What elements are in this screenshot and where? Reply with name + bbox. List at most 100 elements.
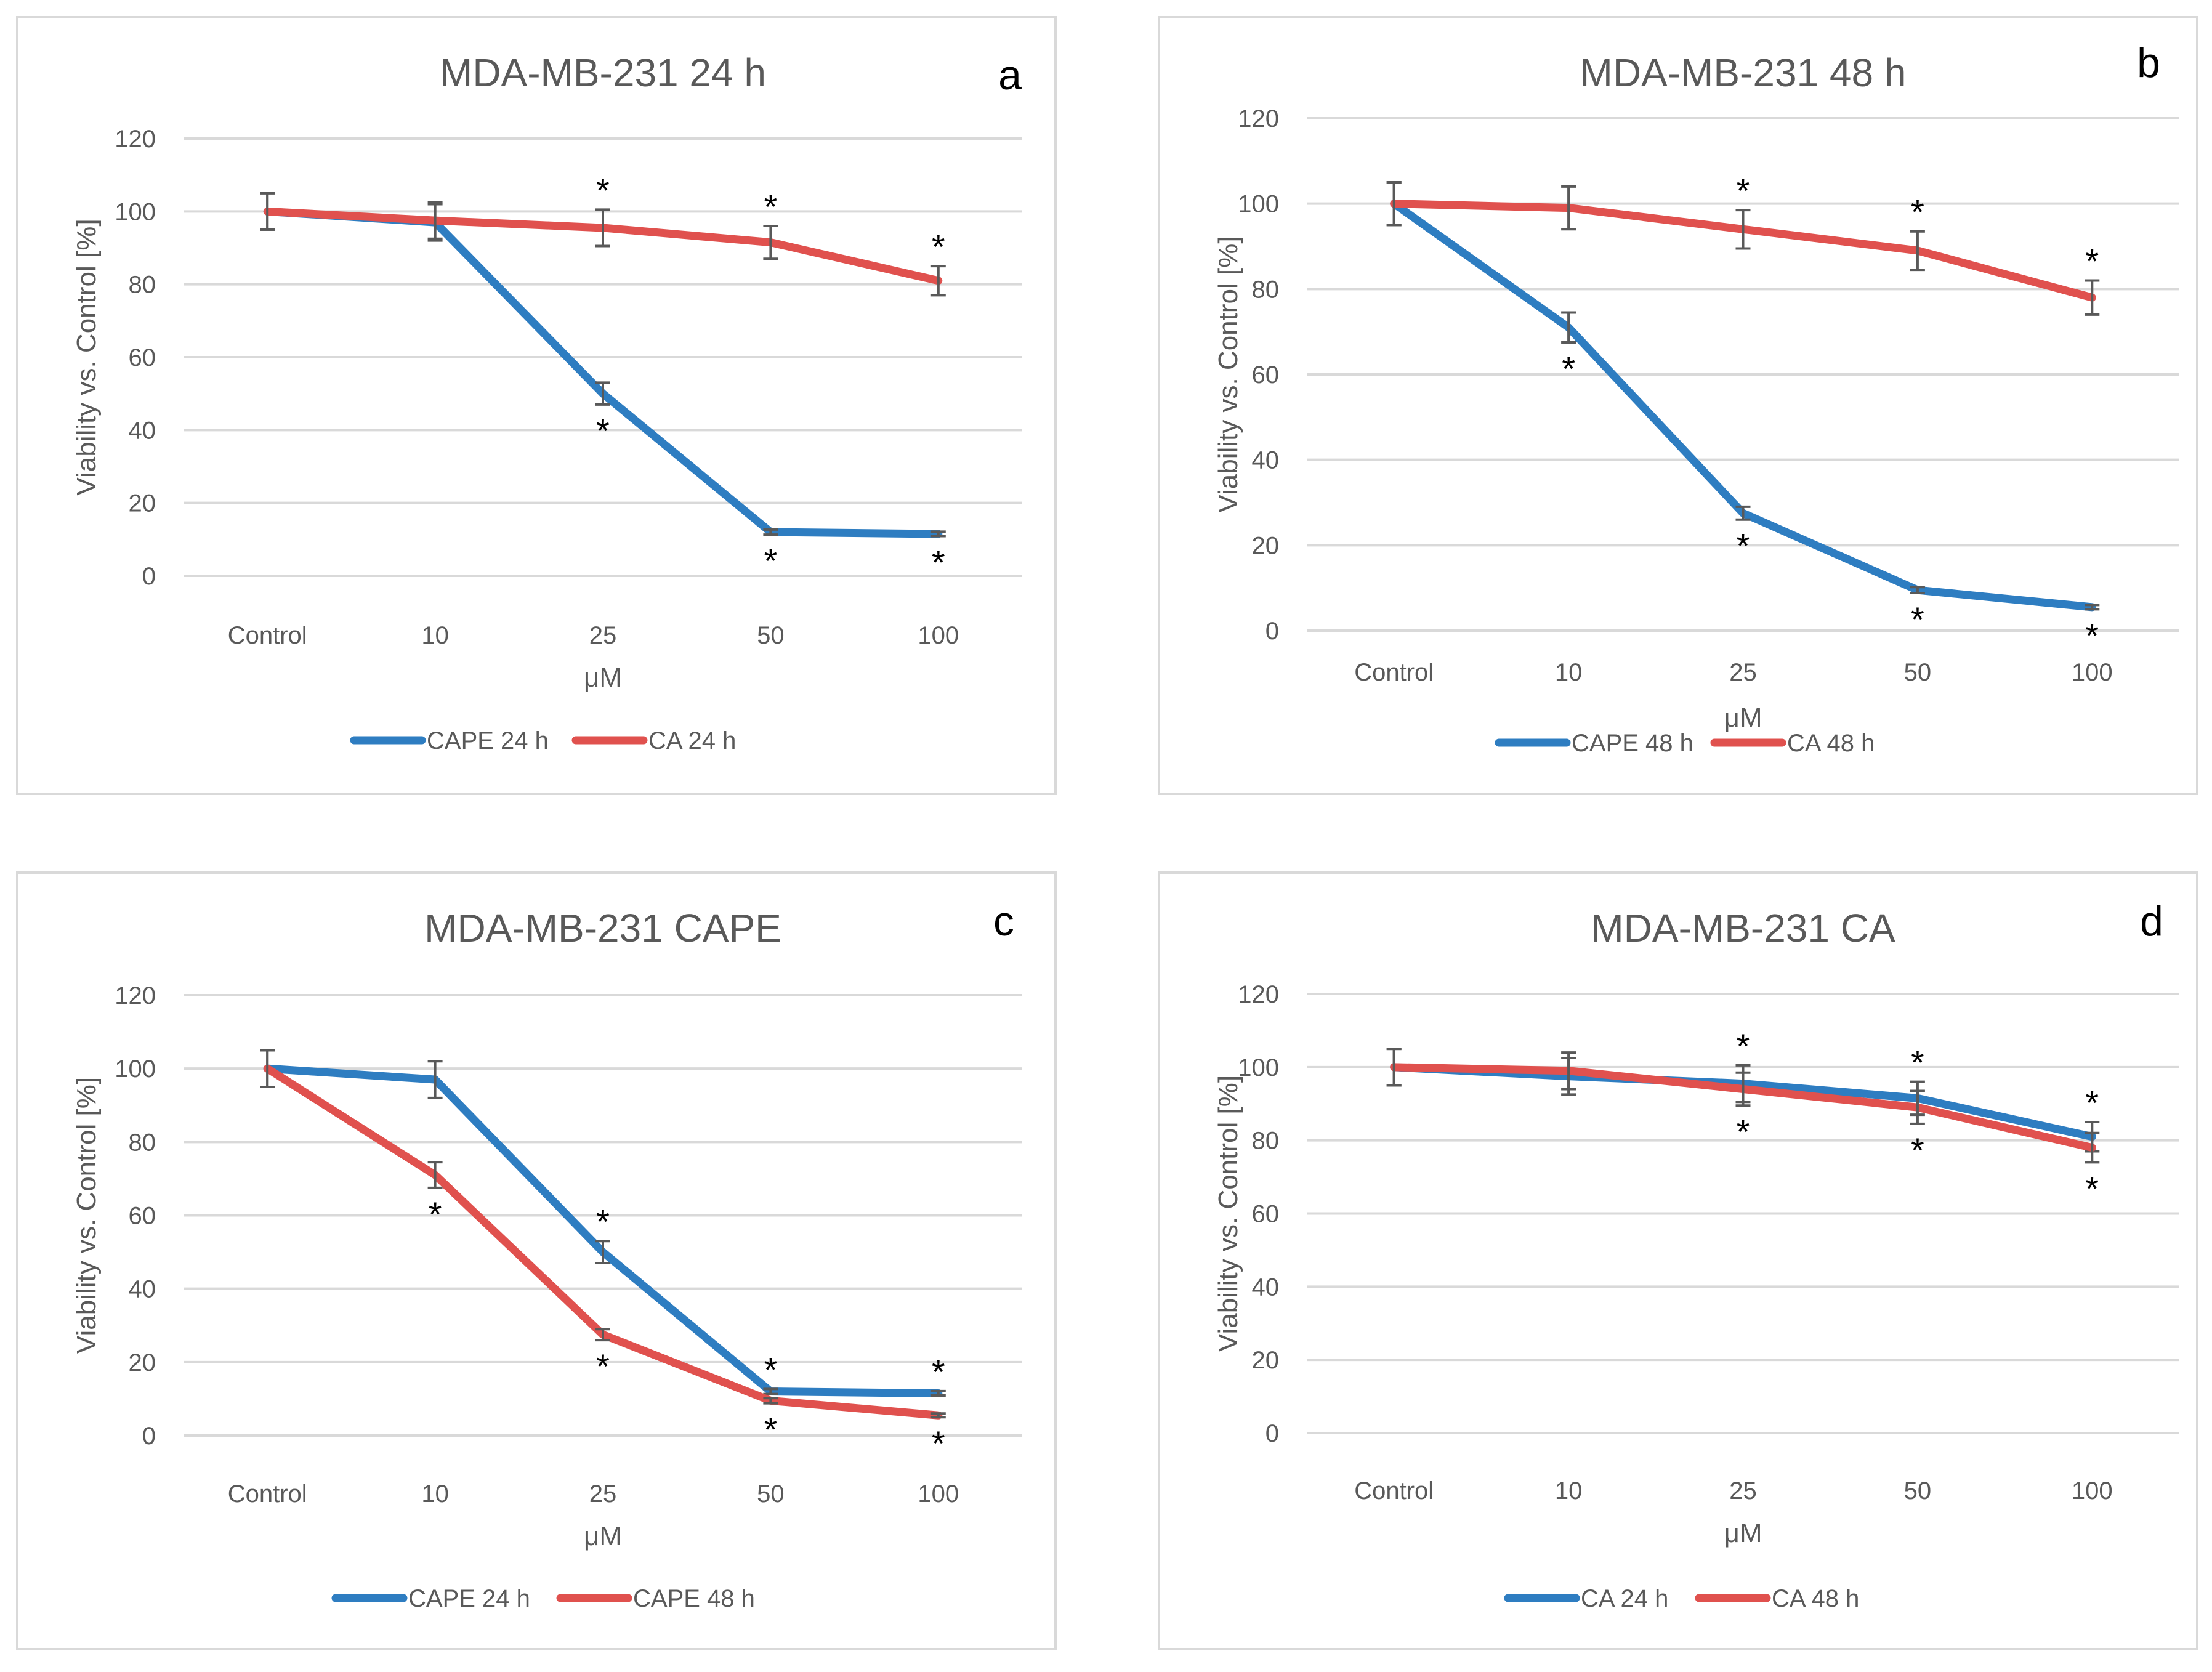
y-tick-label: 100 xyxy=(1238,191,1279,218)
x-tick-label: 100 xyxy=(2072,1477,2113,1504)
significance-star: * xyxy=(1911,1043,1924,1082)
significance-star: * xyxy=(596,1347,610,1386)
x-tick-label: Control xyxy=(228,622,307,649)
y-tick-label: 60 xyxy=(1252,361,1280,389)
y-tick-label: 0 xyxy=(142,563,156,590)
significance-star: * xyxy=(932,1352,945,1391)
significance-star: * xyxy=(932,1424,945,1463)
x-tick-label: 100 xyxy=(2072,659,2113,686)
chart-title: MDA-MB-231 48 h xyxy=(1580,50,1907,95)
legend-label: CAPE 24 h xyxy=(408,1585,530,1612)
y-tick-label: 0 xyxy=(142,1423,156,1450)
chart-panel-b: MDA-MB-231 48 h b 0 20 40 60 80 100 120 Control 10… xyxy=(1158,16,2198,795)
x-tick-label: 50 xyxy=(757,622,785,649)
y-tick-label: 20 xyxy=(129,1349,156,1376)
x-tick-label: 50 xyxy=(1904,659,1932,686)
x-tick-label: 25 xyxy=(1729,1477,1757,1504)
x-axis-title: μM xyxy=(584,1521,622,1551)
significance-star: * xyxy=(429,1195,442,1234)
x-axis-title: μM xyxy=(584,663,622,693)
x-tick-label: 10 xyxy=(1555,1477,1583,1504)
legend-label: CAPE 24 h xyxy=(427,727,549,754)
significance-star: * xyxy=(1737,1027,1750,1065)
y-tick-label: 40 xyxy=(1252,1274,1280,1301)
significance-star: * xyxy=(596,411,610,450)
chart-title: MDA-MB-231 CAPE xyxy=(424,906,781,950)
significance-star: * xyxy=(1737,527,1750,565)
x-tick-label: 100 xyxy=(918,1480,959,1508)
y-tick-label: 60 xyxy=(129,1203,156,1230)
significance-star: * xyxy=(932,227,945,266)
x-tick-label: 25 xyxy=(589,1480,617,1508)
y-tick-label: 20 xyxy=(129,490,156,517)
chart-panel-d: MDA-MB-231 CA d 0 20 40 60 80 100 120 Control 10 25… xyxy=(1158,871,2198,1650)
panel-letter: c xyxy=(993,898,1014,945)
x-tick-label: 25 xyxy=(589,622,617,649)
y-tick-label: 120 xyxy=(1238,105,1279,132)
significance-star: * xyxy=(764,541,778,580)
legend-label: CAPE 48 h xyxy=(1572,730,1693,757)
panel-letter: d xyxy=(2140,898,2163,945)
chart-panel-c: MDA-MB-231 CAPE c 0 20 40 60 80 100 120 Control 10… xyxy=(16,871,1057,1650)
significance-star: * xyxy=(1911,600,1924,639)
x-tick-label: Control xyxy=(228,1480,307,1508)
significance-star: * xyxy=(764,187,778,226)
significance-star: * xyxy=(2085,1169,2099,1208)
panel-letter: a xyxy=(998,52,1022,99)
y-tick-label: 40 xyxy=(129,417,156,444)
legend-label: CA 24 h xyxy=(1581,1585,1668,1612)
significance-star: * xyxy=(1737,171,1750,210)
legend-label: CA 24 h xyxy=(648,727,736,754)
y-tick-label: 100 xyxy=(1238,1054,1279,1081)
x-tick-label: 50 xyxy=(757,1480,785,1508)
x-tick-label: 10 xyxy=(421,1480,449,1508)
y-axis-title: Viability vs. Control [%] xyxy=(71,1077,102,1354)
y-axis-title: Viability vs. Control [%] xyxy=(71,219,102,495)
y-tick-label: 20 xyxy=(1252,1347,1280,1374)
significance-star: * xyxy=(1562,349,1575,388)
x-tick-label: 10 xyxy=(421,622,449,649)
x-axis-title: μM xyxy=(1724,703,1762,733)
chart-svg-d: MDA-MB-231 CA d 0 20 40 60 80 100 120 Control 10 25… xyxy=(1213,898,2179,1612)
x-tick-label: 10 xyxy=(1555,659,1583,686)
y-tick-label: 80 xyxy=(1252,276,1280,303)
significance-star: * xyxy=(1911,1131,1924,1169)
y-tick-label: 100 xyxy=(115,1056,156,1083)
y-tick-label: 40 xyxy=(129,1276,156,1303)
y-tick-label: 80 xyxy=(1252,1128,1280,1155)
y-tick-label: 120 xyxy=(115,126,156,153)
legend-label: CA 48 h xyxy=(1772,1585,1859,1612)
y-tick-label: 0 xyxy=(1265,1420,1279,1447)
significance-star: * xyxy=(764,1350,778,1389)
legend-label: CA 48 h xyxy=(1787,730,1875,757)
x-tick-label: 100 xyxy=(918,622,959,649)
y-axis-title: Viability vs. Control [%] xyxy=(1213,1075,1243,1352)
significance-star: * xyxy=(2085,1083,2099,1122)
significance-star: * xyxy=(596,1202,610,1241)
y-tick-label: 100 xyxy=(115,198,156,225)
x-tick-label: 25 xyxy=(1729,659,1757,686)
y-tick-label: 60 xyxy=(129,344,156,371)
significance-star: * xyxy=(1737,1112,1750,1151)
y-tick-label: 0 xyxy=(1265,618,1279,645)
y-tick-label: 80 xyxy=(129,272,156,299)
chart-panel-a: MDA-MB-231 24 h a 0 20 40 60 80 100 120 Control 10… xyxy=(16,16,1057,795)
chart-title: MDA-MB-231 24 h xyxy=(440,50,766,95)
chart-svg-c: MDA-MB-231 CAPE c 0 20 40 60 80 100 120 Control 10… xyxy=(71,898,1022,1612)
y-tick-label: 20 xyxy=(1252,532,1280,559)
y-tick-label: 60 xyxy=(1252,1201,1280,1228)
x-tick-label: Control xyxy=(1354,1477,1434,1504)
chart-title: MDA-MB-231 CA xyxy=(1591,906,1895,950)
chart-svg-a: MDA-MB-231 24 h a 0 20 40 60 80 100 120 Control 10… xyxy=(71,50,1022,754)
significance-star: * xyxy=(1911,193,1924,232)
y-tick-label: 120 xyxy=(115,982,156,1009)
y-tick-label: 40 xyxy=(1252,447,1280,474)
significance-star: * xyxy=(2085,616,2099,655)
panel-letter: b xyxy=(2137,39,2160,86)
y-axis-title: Viability vs. Control [%] xyxy=(1213,236,1243,512)
significance-star: * xyxy=(764,1410,778,1449)
x-axis-title: μM xyxy=(1724,1518,1762,1548)
y-tick-label: 80 xyxy=(129,1129,156,1156)
significance-star: * xyxy=(596,171,610,209)
chart-svg-b: MDA-MB-231 48 h b 0 20 40 60 80 100 120 Control 10… xyxy=(1213,39,2179,757)
